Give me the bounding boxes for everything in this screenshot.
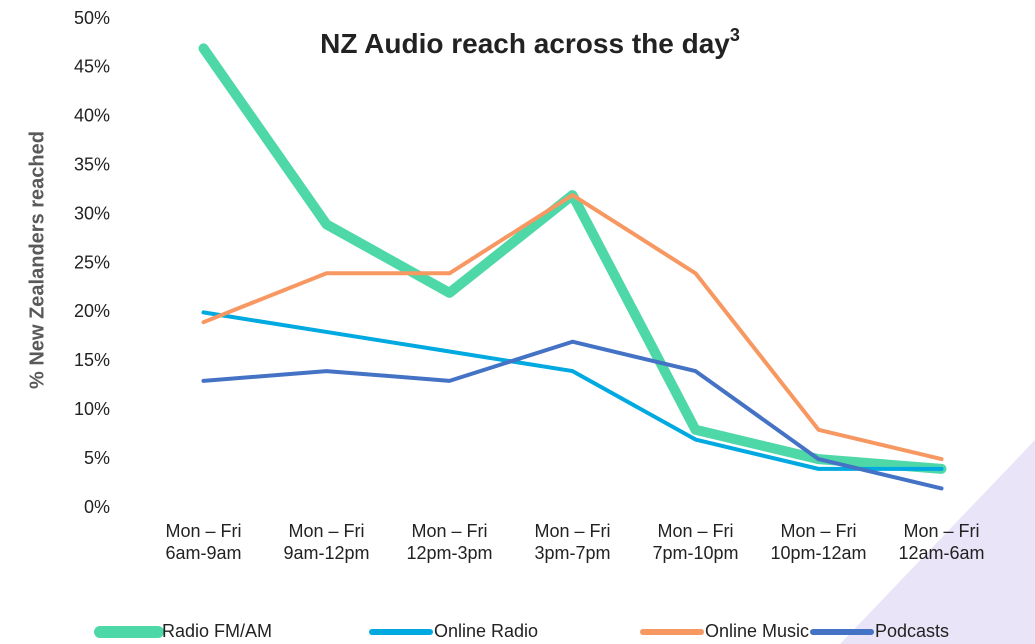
y-tick-label: 20% <box>74 301 110 321</box>
legend-label: Online Music <box>705 621 809 641</box>
x-tick-label: Mon – Fri 6am-9am <box>165 521 241 563</box>
x-tick-line: 7pm-10pm <box>652 543 738 563</box>
x-tick-line: Mon – Fri <box>903 521 979 541</box>
y-tick-label: 15% <box>74 350 110 370</box>
legend-label: Radio FM/AM <box>162 621 272 641</box>
x-tick-label: Mon – Fri 3pm-7pm <box>534 521 610 563</box>
chart-title: NZ Audio reach across the day3 <box>320 25 740 60</box>
title-note: 3 <box>730 25 740 45</box>
x-tick-line: Mon – Fri <box>411 521 487 541</box>
x-tick-label: Mon – Fri 12am-6am <box>898 521 984 563</box>
y-tick-label: 45% <box>74 57 110 77</box>
x-tick-label: Mon – Fri 12pm-3pm <box>406 521 492 563</box>
x-tick-line: Mon – Fri <box>288 521 364 541</box>
x-tick-line: 12am-6am <box>898 543 984 563</box>
y-tick-label: 40% <box>74 106 110 126</box>
x-tick-line: 6am-9am <box>165 543 241 563</box>
x-tick-line: Mon – Fri <box>780 521 856 541</box>
x-tick-line: Mon – Fri <box>165 521 241 541</box>
y-tick-label: 0% <box>84 497 110 517</box>
y-tick-label: 50% <box>74 8 110 28</box>
title-text: NZ Audio reach across the day <box>320 28 730 59</box>
series-line <box>201 339 944 491</box>
x-tick-line: Mon – Fri <box>534 521 610 541</box>
x-tick-line: 10pm-12am <box>770 543 866 563</box>
series-line <box>201 193 944 462</box>
y-axis-label: % New Zealanders reached <box>26 131 48 389</box>
y-tick-label: 35% <box>74 154 110 174</box>
series-line <box>201 310 944 471</box>
y-tick-label: 25% <box>74 252 110 272</box>
y-tick-label: 30% <box>74 203 110 223</box>
legend-label: Podcasts <box>875 621 949 641</box>
x-tick-label: Mon – Fri 7pm-10pm <box>652 521 738 563</box>
legend-label: Online Radio <box>434 621 538 641</box>
x-tick-line: 3pm-7pm <box>534 543 610 563</box>
decoration <box>840 440 1035 644</box>
series-line <box>198 43 947 474</box>
x-tick-line: 12pm-3pm <box>406 543 492 563</box>
x-tick-label: Mon – Fri 10pm-12am <box>770 521 866 563</box>
x-tick-label: Mon – Fri 9am-12pm <box>283 521 369 563</box>
y-tick-label: 5% <box>84 448 110 468</box>
y-tick-label: 10% <box>74 399 110 419</box>
x-tick-line: 9am-12pm <box>283 543 369 563</box>
x-tick-line: Mon – Fri <box>657 521 733 541</box>
